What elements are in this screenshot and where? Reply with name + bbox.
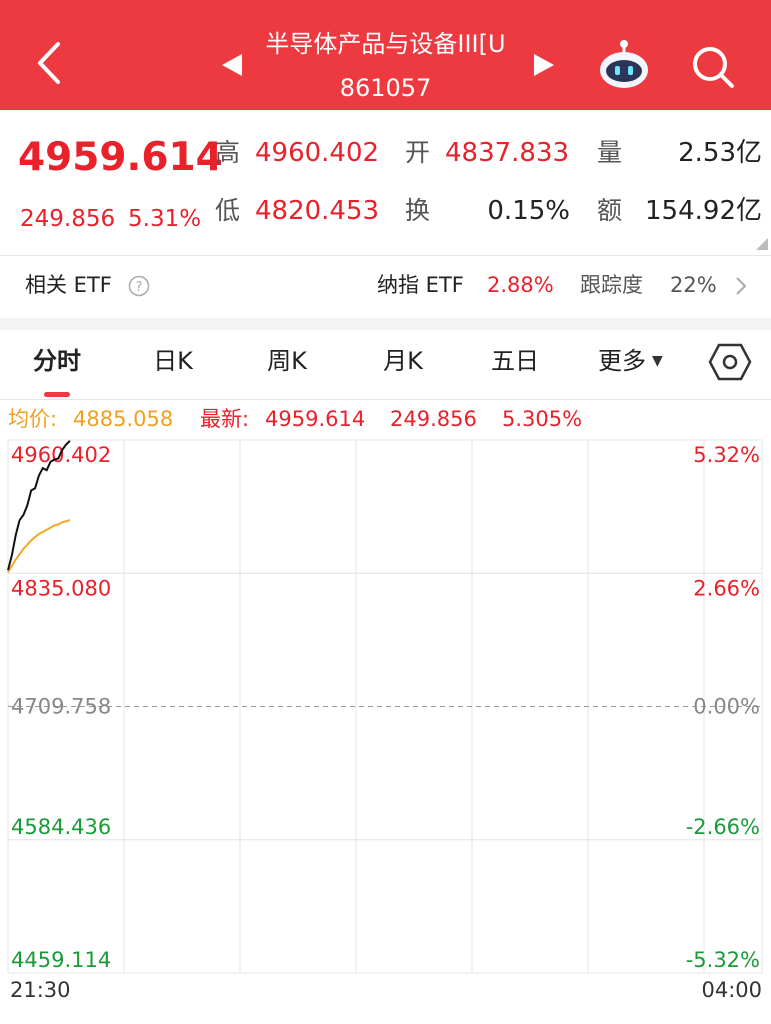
latest-change: 249.856 [390, 407, 477, 431]
header-bar: 半导体产品与设备III[U 861057 [0, 0, 771, 110]
etf-label: 相关 ETF [25, 273, 112, 297]
latest-pct: 5.305% [502, 407, 583, 431]
etf-change: 2.88% [487, 273, 554, 297]
help-icon[interactable]: ? [128, 275, 152, 299]
back-button[interactable] [30, 38, 66, 88]
y2-tick-label: 0.00% [693, 695, 760, 719]
price: 4959.614 [18, 135, 223, 180]
y-tick-label: 4584.436 [11, 815, 111, 839]
tab[interactable]: 分时 [33, 347, 81, 375]
y2-tick-label: -2.66% [686, 815, 760, 839]
stat-label: 开 [405, 138, 431, 167]
y-tick-label: 4835.080 [11, 576, 111, 600]
search-icon[interactable] [690, 44, 736, 90]
tracking-label: 跟踪度 [580, 273, 643, 297]
tab[interactable]: 五日 [491, 347, 539, 375]
stat-value: 4960.402 [255, 138, 380, 168]
intraday-chart: 4960.402 5.32% 4835.080 2.66% 4709.758 0.00% 4… [7, 439, 763, 1002]
divider [0, 399, 771, 400]
latest-value: 4959.614 [265, 407, 366, 431]
stat-value: 0.15% [487, 196, 570, 226]
prev-arrow[interactable] [220, 52, 246, 78]
chevron[interactable] [734, 276, 748, 296]
latest-label: 最新: [200, 407, 250, 431]
stat-label: 高 [215, 138, 241, 167]
y-tick-label: 4459.114 [11, 948, 111, 972]
section-gap [0, 318, 771, 330]
y-tick-label: 4709.758 [11, 695, 111, 719]
x-tick-label: 04:00 [701, 978, 762, 1002]
stat-value: 154.92亿 [645, 196, 762, 226]
tab[interactable]: 日K [153, 347, 193, 375]
stat-value: 4820.453 [255, 196, 380, 226]
avg-value: 4885.058 [73, 407, 174, 431]
x-tick-label: 21:30 [10, 978, 71, 1002]
tab[interactable]: 周K [267, 347, 307, 375]
etf-name[interactable]: 纳指 ETF [377, 273, 464, 297]
change-pct: 5.31% [128, 206, 202, 232]
stat-label: 低 [215, 196, 241, 225]
corner-mark [756, 238, 768, 250]
tracking-value: 22% [670, 273, 717, 297]
y2-tick-label: 2.66% [693, 576, 760, 600]
avg-label: 均价: [8, 407, 58, 431]
robot-icon[interactable] [596, 38, 652, 90]
header-code: 861057 [339, 74, 432, 102]
stat-label: 换 [405, 196, 431, 225]
header-title: 半导体产品与设备III[U [265, 30, 506, 58]
tab[interactable]: 月K [383, 347, 423, 375]
stat-value: 2.53亿 [678, 138, 762, 168]
next-arrow[interactable] [530, 52, 556, 78]
tab[interactable]: 更多 [598, 347, 646, 375]
divider [0, 255, 771, 256]
y2-tick-label: 5.32% [693, 443, 760, 467]
svg-text:?: ? [136, 280, 143, 295]
price-line [7, 519, 71, 573]
settings-icon[interactable] [708, 343, 752, 381]
y-tick-label: 4960.402 [11, 443, 111, 467]
stat-label: 额 [597, 196, 623, 225]
stat-value: 4837.833 [445, 138, 570, 168]
dropdown-caret[interactable]: ▼ [652, 353, 663, 369]
change: 249.856 [20, 206, 116, 232]
stat-label: 量 [597, 138, 623, 167]
price-line [7, 440, 71, 571]
tab-indicator [44, 392, 70, 397]
y2-tick-label: -5.32% [686, 948, 760, 972]
